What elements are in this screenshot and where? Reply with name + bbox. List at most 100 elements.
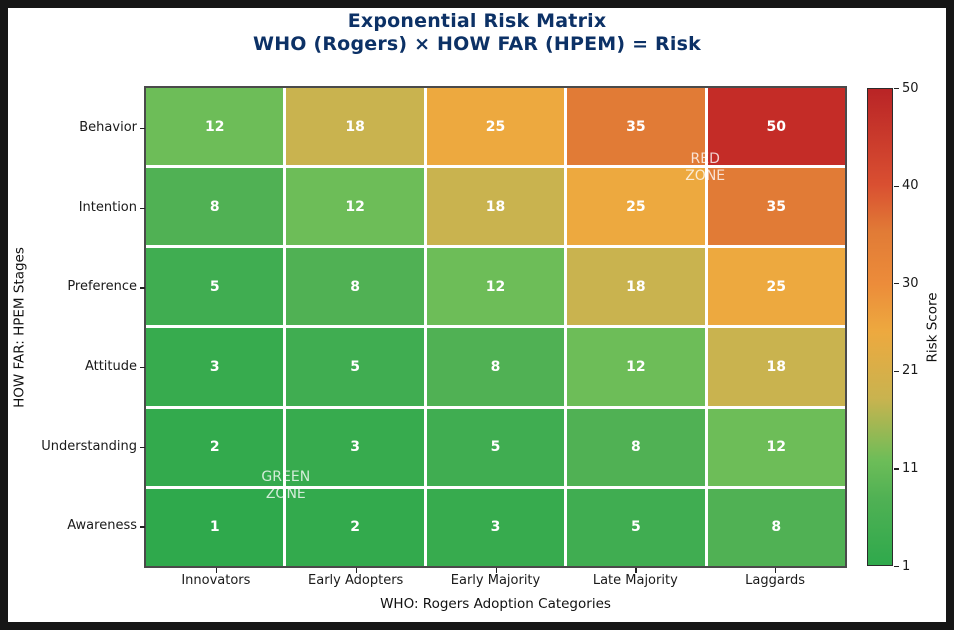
cell-value: 25 <box>485 118 506 135</box>
x-tick-mark <box>215 568 218 573</box>
colorbar-tick-label: 21 <box>902 363 919 379</box>
colorbar-tick-mark <box>894 566 899 568</box>
y-tick-label: Intention <box>78 199 137 215</box>
heatmap-cell: 25 <box>567 168 705 246</box>
colorbar <box>867 88 893 566</box>
colorbar-tick-mark <box>894 185 899 187</box>
heatmap-cell: 5 <box>567 488 705 566</box>
heatmap-cell: 12 <box>146 88 284 166</box>
y-tick-mark <box>140 287 145 289</box>
cell-value: 12 <box>766 439 787 456</box>
x-axis-title: WHO: Rogers Adoption Categories <box>380 596 611 612</box>
y-tick-label: Behavior <box>79 119 137 135</box>
y-axis-title: HOW FAR: HPEM Stages <box>11 247 28 408</box>
cell-value: 25 <box>626 198 646 215</box>
colorbar-tick-mark <box>894 88 899 90</box>
heatmap-cell: 8 <box>567 408 705 486</box>
heatmap-cell: 1 <box>146 488 284 566</box>
heatmap-cell: 12 <box>567 328 705 406</box>
colorbar-tick-mark <box>894 283 899 285</box>
y-tick-mark <box>140 207 145 209</box>
y-tick-mark <box>140 366 145 369</box>
chart-subtitle: WHO (Rogers) × HOW FAR (HPEM) = Risk <box>253 33 701 55</box>
x-tick-mark <box>635 568 637 573</box>
x-tick-label: Late Majority <box>592 573 678 588</box>
cell-value: 12 <box>204 118 225 135</box>
colorbar-tick-label: 50 <box>902 80 919 96</box>
cell-value: 18 <box>626 278 646 295</box>
heatmap-cell: 25 <box>707 248 845 326</box>
cell-value: 8 <box>631 439 641 456</box>
colorbar-label: Risk Score <box>924 292 941 363</box>
heatmap-cell: 2 <box>146 408 284 486</box>
heatmap-cell: 18 <box>707 328 845 406</box>
heatmap-cell: 3 <box>146 328 284 406</box>
y-tick-mark <box>140 127 145 130</box>
cell-value: 18 <box>345 118 365 135</box>
heatmap-cell: 12 <box>426 248 565 326</box>
cell-value: 18 <box>766 359 787 376</box>
cell-value: 8 <box>350 278 360 295</box>
heatmap-grid: 12 18 25 35 50 8 12 18 25 35 5 8 12 18 25 3 5 8 12 18 2 3 5 8 12… <box>144 86 847 568</box>
cell-value: 3 <box>350 439 360 456</box>
y-tick-label: Understanding <box>41 438 137 454</box>
cell-value: 5 <box>209 278 220 295</box>
heatmap-cell: 5 <box>146 248 284 326</box>
heatmap-cell: 18 <box>286 88 424 166</box>
cell-value: 35 <box>626 118 646 135</box>
x-tick-mark <box>355 568 358 573</box>
y-tick-mark <box>140 526 145 528</box>
heatmap-cell: 8 <box>286 248 424 326</box>
heatmap-cell: 12 <box>707 408 845 486</box>
cell-value: 12 <box>485 278 506 295</box>
colorbar-tick-label: 1 <box>902 558 911 574</box>
x-tick-mark <box>775 568 777 573</box>
y-tick-label: Awareness <box>67 518 137 534</box>
x-tick-label: Early Majority <box>450 573 541 588</box>
cell-value: 5 <box>490 439 501 456</box>
heatmap-cell: 18 <box>567 248 705 326</box>
cell-value: 8 <box>209 198 220 215</box>
colorbar-tick-mark <box>894 468 899 470</box>
cell-value: 3 <box>209 359 220 376</box>
x-tick-label: Early Adopters <box>308 573 404 588</box>
cell-value: 3 <box>490 519 501 536</box>
heatmap-cell: 12 <box>286 168 424 246</box>
heatmap-cell: 5 <box>286 328 424 406</box>
cell-value: 18 <box>485 198 506 215</box>
cell-value: 1 <box>209 519 220 536</box>
heatmap-cell: 50 <box>707 88 845 166</box>
cell-value: 2 <box>350 519 360 536</box>
heatmap-cell: 3 <box>426 488 565 566</box>
y-tick-label: Preference <box>67 279 137 295</box>
heatmap-cell: 8 <box>707 488 845 566</box>
cell-value: 8 <box>771 519 782 536</box>
heatmap-cell: 5 <box>426 408 565 486</box>
cell-value: 12 <box>626 359 646 376</box>
cell-value: 25 <box>766 278 787 295</box>
x-tick-label: Innovators <box>181 573 251 588</box>
colorbar-tick-label: 40 <box>902 178 919 194</box>
cell-value: 2 <box>209 439 220 456</box>
cell-value: 5 <box>631 519 641 536</box>
cell-value: 50 <box>766 118 787 135</box>
colorbar-tick-label: 11 <box>902 460 919 476</box>
cell-value: 35 <box>766 198 787 215</box>
heatmap-cell: 35 <box>567 88 705 166</box>
y-tick-label: Attitude <box>84 358 137 374</box>
heatmap-cell: 35 <box>707 168 845 246</box>
colorbar-tick-label: 30 <box>902 275 919 291</box>
heatmap-cell: 2 <box>286 488 424 566</box>
x-tick-label: Laggards <box>745 573 805 588</box>
x-tick-mark <box>495 568 497 573</box>
heatmap-cell: 3 <box>286 408 424 486</box>
heatmap-cell: 25 <box>426 88 565 166</box>
cell-value: 8 <box>490 359 501 376</box>
y-tick-mark <box>140 446 145 448</box>
heatmap-cell: 8 <box>146 168 284 246</box>
colorbar-tick-mark <box>894 370 899 373</box>
heatmap-cell: 8 <box>426 328 565 406</box>
heatmap-cell: 18 <box>426 168 565 246</box>
chart-title: Exponential Risk Matrix <box>347 10 607 32</box>
